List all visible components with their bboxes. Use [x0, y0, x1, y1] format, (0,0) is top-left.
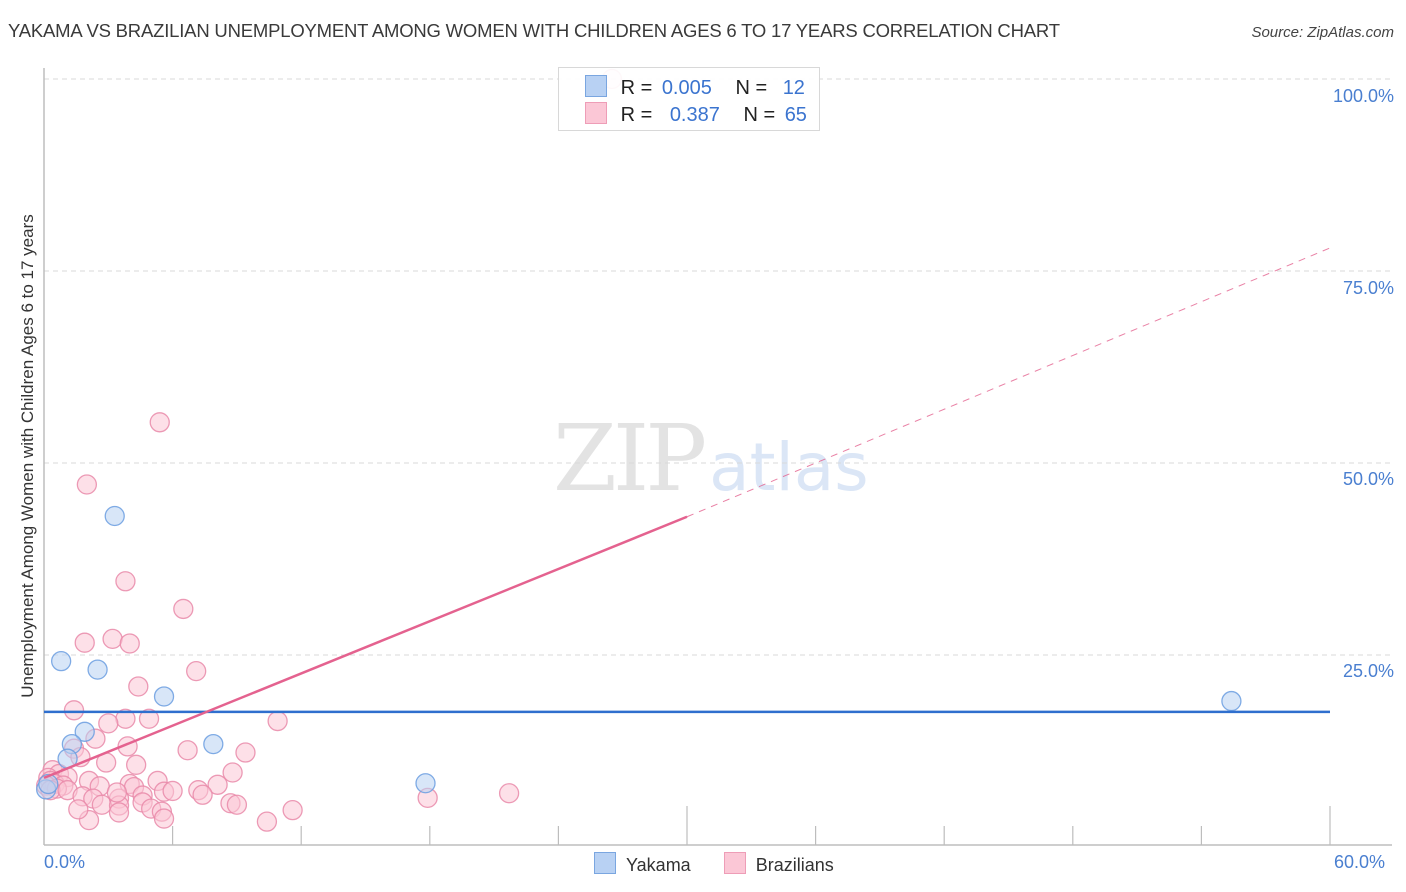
r-value: 0.005 — [661, 77, 712, 99]
legend-label: Brazilians — [755, 855, 834, 875]
data-point — [68, 799, 89, 820]
data-point — [38, 773, 59, 795]
legend-item-yakama[interactable]: Yakama — [594, 852, 691, 876]
data-point — [76, 474, 98, 495]
y-axis-label: Unemployment Among Women with Children A… — [18, 214, 37, 698]
stats-row-yakama: R = 0.005 N = 12 — [585, 75, 805, 99]
data-point — [50, 650, 72, 672]
data-point — [153, 686, 175, 707]
n-value: 12 — [782, 77, 805, 99]
yakama-swatch-icon — [594, 852, 616, 874]
legend: Yakama Brazilians — [594, 852, 862, 876]
r-label: R = — [620, 77, 653, 99]
brazilians-swatch-icon — [585, 102, 607, 124]
data-point — [98, 713, 119, 734]
data-point — [74, 721, 95, 742]
watermark: ZIPatlas — [553, 405, 869, 512]
y-tick-75: 75.0% — [1342, 278, 1394, 298]
data-point — [149, 412, 170, 433]
data-point — [138, 708, 160, 729]
yakama-points — [35, 505, 1242, 800]
watermark-atlas: atlas — [709, 429, 869, 506]
r-value: 0.387 — [669, 104, 720, 126]
data-point — [256, 811, 278, 832]
data-point — [63, 700, 85, 721]
data-point — [177, 740, 198, 761]
data-point — [126, 754, 147, 775]
stats-box: R = 0.005 N = 12 R = 0.387 N = 65 — [558, 67, 820, 131]
data-point — [128, 676, 149, 697]
legend-label: Yakama — [626, 855, 691, 875]
y-tick-50: 50.0% — [1342, 469, 1394, 489]
watermark-zip: ZIP — [553, 405, 707, 512]
n-label: N = — [735, 77, 768, 99]
data-point — [106, 782, 128, 803]
data-point — [87, 659, 108, 680]
data-point — [115, 571, 136, 592]
data-point — [498, 783, 520, 804]
data-point — [282, 799, 303, 821]
data-point — [108, 802, 130, 823]
data-point — [192, 784, 213, 805]
r-label: R = — [620, 104, 653, 126]
data-point — [415, 773, 436, 794]
data-point — [226, 794, 248, 815]
brazilians-trend-line — [43, 515, 688, 780]
brazilians-points — [35, 68, 623, 832]
y-tick-100: 100.0% — [1332, 86, 1394, 106]
n-value: 65 — [784, 104, 807, 126]
yakama-swatch-icon — [585, 75, 607, 97]
y-tick-25: 25.0% — [1342, 661, 1394, 681]
gridlines — [44, 78, 1392, 656]
brazilians-swatch-icon — [723, 852, 746, 874]
data-point — [162, 780, 183, 802]
x-tick-0: 0.0% — [44, 852, 86, 872]
x-tick-60: 60.0% — [1334, 852, 1386, 872]
data-point — [102, 628, 123, 650]
data-point — [267, 710, 288, 732]
data-point — [173, 598, 194, 620]
data-point — [222, 762, 243, 783]
data-point — [235, 742, 256, 763]
data-point — [203, 733, 224, 755]
data-point — [207, 774, 228, 795]
trend-lines — [43, 247, 1331, 780]
n-label: N = — [743, 104, 776, 126]
data-point — [104, 505, 125, 527]
brazilians-trend-extension — [686, 247, 1331, 518]
data-point — [1221, 690, 1242, 712]
legend-item-brazilians[interactable]: Brazilians — [723, 852, 834, 876]
data-point — [153, 808, 175, 829]
data-point — [186, 660, 207, 682]
stats-row-brazilians: R = 0.387 N = 65 — [585, 102, 807, 126]
data-point — [74, 632, 95, 653]
chart-title: YAKAMA VS BRAZILIAN UNEMPLOYMENT AMONG W… — [8, 20, 1060, 41]
data-point — [119, 633, 140, 654]
source-label: Source: ZipAtlas.com — [1251, 24, 1394, 41]
axes — [43, 68, 1392, 846]
